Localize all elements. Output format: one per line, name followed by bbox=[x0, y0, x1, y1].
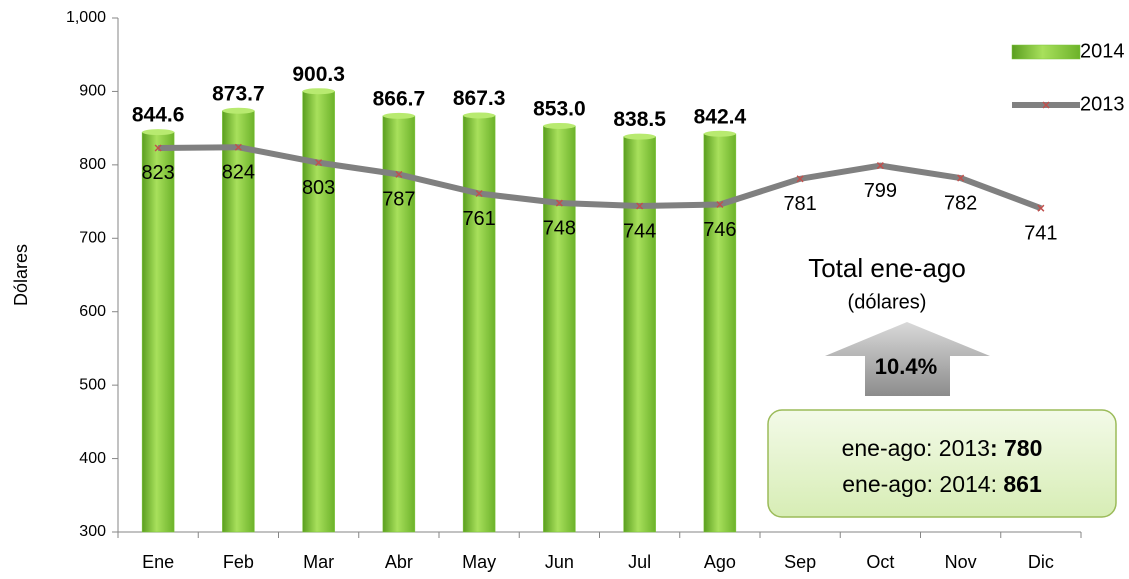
annotation: 10.4% bbox=[875, 354, 937, 379]
bar-top bbox=[302, 88, 335, 95]
line-value-label: 803 bbox=[302, 177, 335, 199]
line-marker bbox=[796, 175, 804, 183]
bar-top bbox=[382, 112, 415, 119]
y-tick-label: 500 bbox=[79, 376, 106, 393]
line-value-label: 782 bbox=[944, 192, 977, 214]
bar bbox=[462, 115, 496, 533]
y-tick-label: 1,000 bbox=[66, 9, 106, 26]
bar-value-label: 873.7 bbox=[212, 82, 265, 105]
y-tick-label: 300 bbox=[79, 523, 106, 540]
line-marker bbox=[315, 159, 323, 167]
line-marker bbox=[957, 174, 965, 182]
x-tick-label: Dic bbox=[1028, 552, 1054, 572]
line-marker bbox=[475, 189, 483, 198]
bar-top bbox=[703, 130, 736, 137]
annotation: Total ene-ago bbox=[808, 253, 966, 283]
summary-line: ene-ago: 2013: 780 bbox=[842, 435, 1043, 461]
x-tick-label: Abr bbox=[385, 552, 413, 572]
annotation: (dólares) bbox=[848, 291, 927, 313]
bar bbox=[703, 133, 737, 533]
x-tick-label: May bbox=[462, 552, 496, 572]
x-tick-label: Ene bbox=[142, 552, 174, 572]
line-marker bbox=[716, 200, 724, 209]
bar bbox=[141, 131, 175, 533]
bar-value-label: 838.5 bbox=[613, 108, 666, 131]
x-tick-label: Jun bbox=[545, 552, 574, 572]
y-tick-label: 400 bbox=[79, 450, 106, 467]
x-tick-label: Mar bbox=[303, 552, 334, 572]
line-value-label: 787 bbox=[382, 189, 415, 211]
line-marker bbox=[1037, 204, 1045, 212]
line-marker bbox=[154, 144, 162, 152]
line-value-label: 741 bbox=[1024, 222, 1057, 244]
arrow bbox=[825, 322, 990, 396]
bar-value-label: 853.0 bbox=[533, 97, 586, 120]
bar bbox=[302, 90, 335, 533]
bar-top bbox=[623, 133, 656, 140]
summary-value: 861 bbox=[1003, 471, 1042, 497]
x-tick-label: Nov bbox=[945, 552, 977, 572]
summary-text: ene-ago: 2014: bbox=[842, 471, 1003, 497]
x-tick-label: Sep bbox=[784, 552, 816, 572]
bar bbox=[222, 110, 255, 533]
line-value-label: 761 bbox=[462, 208, 495, 230]
line-value-label: 799 bbox=[864, 180, 897, 202]
bar bbox=[543, 125, 576, 533]
y-tick-label: 900 bbox=[79, 83, 106, 100]
line-value-label: 781 bbox=[783, 193, 816, 215]
bar bbox=[623, 136, 656, 533]
bar-value-label: 844.6 bbox=[132, 104, 185, 127]
summary-text: ene-ago: 2013 bbox=[842, 435, 990, 461]
line-marker bbox=[555, 199, 563, 207]
x-tick-label: Feb bbox=[223, 552, 254, 572]
bar-top bbox=[142, 129, 175, 136]
bar-top bbox=[222, 107, 255, 114]
line-value-label: 746 bbox=[703, 219, 736, 241]
x-tick-label: Jul bbox=[628, 552, 651, 572]
summary-value: : 780 bbox=[990, 435, 1042, 461]
legend-label: 2014 bbox=[1080, 40, 1125, 62]
y-tick-label: 600 bbox=[79, 303, 106, 320]
bar-value-label: 866.7 bbox=[373, 87, 426, 110]
legend-swatch bbox=[1011, 44, 1081, 60]
line-value-label: 824 bbox=[222, 162, 255, 184]
y-axis-label: Dólares bbox=[11, 244, 31, 306]
bar bbox=[382, 115, 416, 533]
bar-top bbox=[463, 112, 496, 119]
line-value-label: 748 bbox=[543, 217, 576, 239]
line-marker bbox=[636, 202, 644, 210]
bar-value-label: 842.4 bbox=[694, 105, 747, 128]
line bbox=[158, 144, 1042, 211]
y-tick-label: 700 bbox=[79, 230, 106, 247]
bar-top bbox=[543, 122, 576, 129]
line-value-label: 744 bbox=[623, 220, 656, 242]
y-tick-label: 800 bbox=[79, 156, 106, 173]
x-tick-label: Oct bbox=[866, 552, 894, 572]
line-marker bbox=[395, 170, 403, 178]
legend-label: 2013 bbox=[1080, 93, 1125, 115]
summary-line: ene-ago: 2014: 861 bbox=[842, 471, 1042, 497]
bar-value-label: 867.3 bbox=[453, 87, 506, 110]
line-marker bbox=[234, 143, 242, 151]
summary-box bbox=[767, 409, 1117, 518]
line-value-label: 823 bbox=[141, 162, 174, 184]
line-marker bbox=[876, 162, 884, 170]
legend-marker bbox=[1042, 101, 1050, 109]
bar-value-label: 900.3 bbox=[292, 63, 345, 86]
x-tick-label: Ago bbox=[704, 552, 736, 572]
